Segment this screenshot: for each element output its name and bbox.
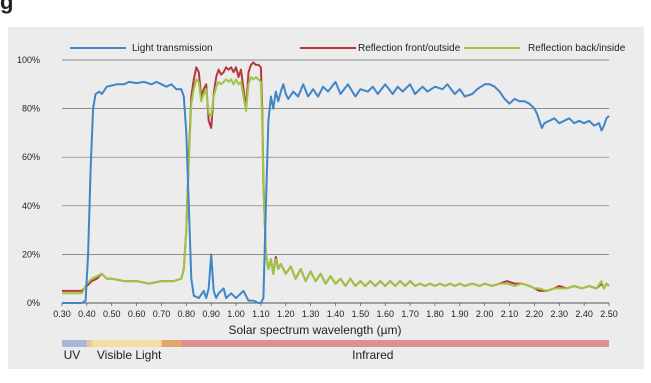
series-line-0 [62,80,610,304]
heading-fragment-text: g [0,0,14,14]
series-line-1 [62,61,610,292]
x-tick-labels: 0.30 0.40 0.50 0.60 0.70 0.80 0.90 1.00 1.10 1.20… [53,309,618,319]
spectrum-bands: UV Visible Light Infrared [62,340,609,362]
spectrum-band [91,340,162,347]
x-tick-label: 2.50 [600,309,618,319]
y-tick-label: 40% [22,201,40,211]
chart-svg: 0%20%40%60%80%100% 0.30 0.40 0.50 0.60 0.70 0… [17,43,626,362]
x-tick-label: 1.70 [401,309,419,319]
x-tick-label: 1.90 [451,309,469,319]
y-tick-label: 60% [22,152,40,162]
x-tick-label: 2.30 [551,309,569,319]
x-tick-label: 1.00 [227,309,245,319]
y-tick-label: 20% [22,249,40,259]
spectrum-band [161,340,182,347]
x-tick-label: 1.30 [302,309,320,319]
x-tick-label: 0.70 [153,309,171,319]
chart-panel: 0% 20% 40% 60% 80% 100% 0.30 0.40 0.50 0.60 0.70 0… [8,27,644,369]
x-tick-label: 0.30 [53,309,71,319]
legend-label: Reflection front/outside [358,43,461,54]
y-tick-label: 80% [22,104,40,114]
legend-label: Light transmission [132,43,213,54]
series-lines [62,61,610,304]
spectrum-band [86,340,92,347]
x-tick-label: 2.20 [526,309,544,319]
y-tick-labels: 0% 20% 40% 60% 80% 100% [17,55,40,308]
x-tick-label: 1.10 [252,309,270,319]
legend-label: Reflection back/inside [528,43,626,54]
x-tick-label: 2.00 [476,309,494,319]
spectrum-band [181,340,609,347]
x-tick-label: 1.40 [327,309,345,319]
heading-fragment: g [0,0,60,14]
y-tick-label: 0% [27,298,40,308]
x-tick-label: 1.80 [426,309,444,319]
x-tick-label: 2.40 [575,309,593,319]
spectrum-band-label: UV [64,348,81,362]
x-tick-label: 1.50 [352,309,370,319]
x-tick-label: 1.60 [376,309,394,319]
x-tick-label: 1.20 [277,309,295,319]
x-tick-label: 0.50 [103,309,121,319]
series-line-2 [62,76,610,295]
spectrum-band-label: Infrared [352,348,393,362]
spectrum-band [62,340,87,347]
spectrum-band-label: Visible Light [97,348,162,362]
x-tick-label: 0.80 [178,309,196,319]
x-axis-label: Solar spectrum wavelength (µm) [229,323,402,337]
x-tick-label: 0.90 [202,309,220,319]
legend: Light transmission Reflection front/outsi… [70,43,626,54]
x-tick-label: 0.40 [78,309,96,319]
grid [61,59,610,306]
x-tick-label: 2.10 [501,309,519,319]
x-tick-label: 0.60 [128,309,146,319]
y-tick-label: 100% [17,55,40,65]
